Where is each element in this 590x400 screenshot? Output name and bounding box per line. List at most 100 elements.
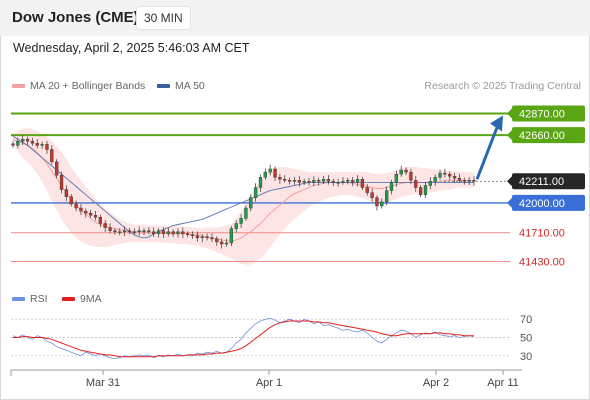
candle-body [142,230,146,232]
candle-body [239,218,243,224]
candle-body [448,173,452,177]
candle-body [21,138,25,142]
candle-body [161,230,166,234]
candle-body [215,238,219,243]
candle-body [263,171,267,178]
candle-body [69,196,73,205]
candle-body [462,180,466,182]
candle-body [84,210,88,214]
level-label-42000.00: 42000.00 [519,198,565,210]
legend-swatch-bollinger [12,84,25,89]
candle-body [297,180,301,183]
x-tick-label: Apr 2 [423,377,449,389]
candle-body [79,207,83,212]
legend-label-rsi: RSI [30,293,48,305]
candle-body [45,144,49,150]
rsi-series-9ma [13,320,474,358]
legend-swatch-rsi [12,297,25,302]
level-tag-pointer-42660.00 [507,130,512,141]
candle-body [147,230,151,232]
level-label-42870.00: 42870.00 [519,109,565,121]
legend-label-ma50: MA 50 [175,80,205,92]
level-label-41430.00: 41430.00 [519,257,565,269]
candle-body [59,174,64,190]
level-tag-42211.00 [512,173,585,190]
candle-body [152,231,156,234]
candle-body [156,230,161,234]
candle-body [394,173,399,183]
candle-body [200,236,204,239]
candle-body [360,179,365,188]
candle-body [103,223,107,228]
candle-body [181,231,185,234]
level-label-41710.00: 41710.00 [519,228,565,240]
rsi-tick-70: 70 [520,314,532,326]
candle-body [186,233,190,235]
forecast-arrow-head [490,115,503,132]
copyright: Research © 2025 Trading Central [424,80,581,92]
forecast-arrow-shaft [475,126,499,180]
candle-body [108,227,112,231]
candle-body [283,179,287,181]
candle-body [457,178,462,181]
candle-body [375,197,379,207]
candle-body [40,144,44,146]
candle-body [98,217,103,224]
candle-body [166,231,170,234]
interval-badge[interactable]: 30 MIN [136,6,191,30]
candle-body [122,230,127,232]
x-tick-label: Apr 1 [256,377,282,389]
candle-body [268,168,272,173]
candle-body [253,187,258,198]
candle-body [55,161,59,176]
candle-body [472,180,476,182]
candle-body [195,235,200,239]
candle-body [278,177,282,180]
candle-body [467,180,471,182]
candle-body [414,180,418,188]
candle-body [30,141,35,144]
candle-body [380,201,384,207]
candle-body [351,180,355,183]
candle-body [336,182,340,184]
candle-body [433,177,437,182]
level-label-42211.00: 42211.00 [519,176,564,188]
legend-rsi: RSI [12,293,48,305]
candle-body [64,189,69,197]
candle-body [341,181,345,183]
title-bar: Dow Jones (CME) 30 MIN [0,0,590,36]
candle-body [346,180,350,182]
candle-body [113,230,117,232]
rsi-tick-30: 30 [520,351,532,363]
candle-body [50,149,54,163]
rsi-tick-50: 50 [520,333,532,345]
level-tag-42870.00 [512,105,585,122]
timestamp: Wednesday, April 2, 2025 5:46:03 AM CET [13,41,250,55]
candle-body [205,236,209,239]
candle-body [317,180,321,182]
candle-body [409,171,413,181]
candle-body [74,203,78,209]
candle-body [307,181,311,183]
candle-body [292,180,297,182]
candle-body [331,181,335,183]
level-label-42660.00: 42660.00 [519,130,565,142]
candle-body [171,231,175,234]
candle-body [355,179,360,183]
candle-body [25,138,30,142]
candle-body [234,223,238,229]
candle-body [370,192,374,198]
level-tag-pointer-42211.00 [507,176,512,187]
legend-ma50: MA 50 [157,80,205,92]
candle-body [127,230,132,232]
candle-body [93,215,98,218]
candle-body [389,182,394,191]
candle-body [287,180,292,182]
candle-body [35,143,39,146]
candle-body [16,141,20,146]
candle-body [11,143,15,146]
legend-label-9ma: 9MA [80,293,102,305]
candle-body [210,237,214,240]
x-tick-label: Mar 31 [86,377,120,389]
